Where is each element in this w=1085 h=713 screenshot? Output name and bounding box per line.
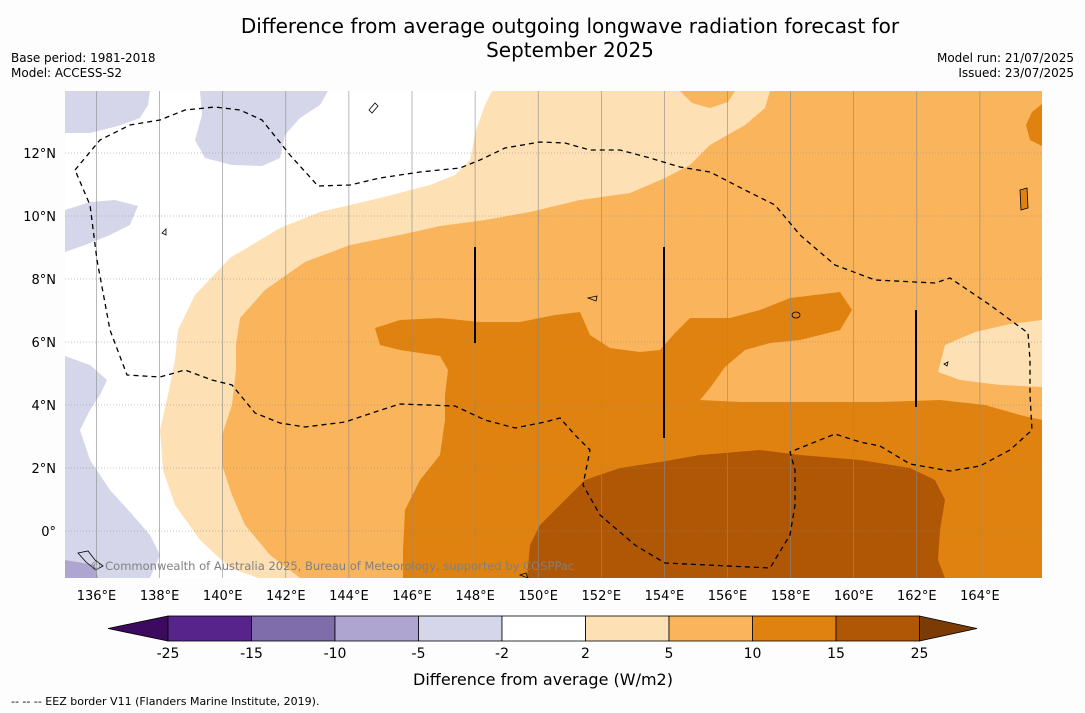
lon-label: 140°E bbox=[203, 589, 243, 604]
colorbar-tick-label: -10 bbox=[324, 646, 347, 662]
lon-label: 136°E bbox=[77, 589, 117, 604]
colorbar-extend-low bbox=[107, 615, 169, 642]
colorbar-tick-label: -25 bbox=[157, 646, 180, 662]
lon-label: 150°E bbox=[518, 589, 558, 604]
model-name: Model: ACCESS-S2 bbox=[11, 66, 123, 80]
colorbar-ticks: -25 -15 -10 -5 -2 2 5 10 15 25 bbox=[157, 646, 929, 662]
colorbar-segment bbox=[334, 615, 419, 642]
meta-left: Base period: 1981-2018 Model: ACCESS-S2 bbox=[11, 51, 156, 81]
colorbar-extend-high bbox=[919, 615, 978, 642]
colorbar-segment bbox=[501, 615, 586, 642]
lat-label: 6°N bbox=[32, 336, 57, 351]
colorbar-segment bbox=[585, 615, 670, 642]
lon-label: 144°E bbox=[329, 589, 369, 604]
lat-label: 0° bbox=[41, 525, 56, 540]
eez-border-1 bbox=[74, 106, 1033, 569]
lon-label: 164°E bbox=[960, 589, 1000, 604]
model-run: Model run: 21/07/2025 bbox=[936, 51, 1074, 65]
colorbar-tick-label: -5 bbox=[412, 646, 426, 662]
meta-right: Model run: 21/07/2025 Issued: 23/07/2025 bbox=[937, 51, 1074, 81]
colorbar-segment bbox=[835, 615, 920, 642]
colorbar-segment bbox=[418, 615, 503, 642]
colorbar-tick-label: 25 bbox=[911, 646, 929, 662]
colorbar-tick-label: 10 bbox=[744, 646, 762, 662]
title-line-1: Difference from average outgoing longwav… bbox=[240, 14, 900, 38]
colorbar-tick-label: 5 bbox=[665, 646, 674, 662]
contour-neg2-southwest bbox=[65, 356, 160, 578]
lat-label: 10°N bbox=[23, 210, 56, 225]
contour-neg2-nw bbox=[65, 91, 150, 133]
colorbar-segment bbox=[668, 615, 753, 642]
colorbar-segment bbox=[752, 615, 837, 642]
lat-label: 2°N bbox=[32, 462, 57, 477]
colorbar-tick-label: -15 bbox=[240, 646, 263, 662]
map-copyright: © Commonwealth of Australia 2025, Bureau… bbox=[90, 559, 574, 573]
lon-label: 158°E bbox=[771, 589, 811, 604]
islands bbox=[77, 102, 1029, 578]
eez-legend-footnote: -- -- -- EEZ border V11 (Flanders Marine… bbox=[11, 695, 320, 708]
lat-label: 4°N bbox=[32, 399, 57, 414]
lat-axis-labels: 12°N 10°N 8°N 6°N 4°N 2°N 0° bbox=[23, 147, 56, 540]
contour-pos15 bbox=[527, 450, 945, 578]
lon-label: 146°E bbox=[392, 589, 432, 604]
map-plot: © Commonwealth of Australia 2025, Bureau… bbox=[65, 91, 1042, 578]
colorbar-tick-label: 15 bbox=[827, 646, 845, 662]
title-line-2: September 2025 bbox=[486, 38, 654, 62]
colorbar-segment bbox=[251, 615, 336, 642]
contour-pos5-north bbox=[680, 91, 735, 108]
lon-label: 154°E bbox=[645, 589, 685, 604]
contour-neg2-north bbox=[195, 91, 328, 166]
lon-label: 138°E bbox=[140, 589, 180, 604]
lon-label: 156°E bbox=[708, 589, 748, 604]
colorbar-label: Difference from average (W/m2) bbox=[413, 670, 673, 689]
lon-label: 142°E bbox=[266, 589, 306, 604]
graticule bbox=[65, 91, 1042, 578]
colorbar bbox=[107, 615, 978, 642]
contour-neg2-west bbox=[65, 200, 138, 252]
base-period: Base period: 1981-2018 bbox=[11, 51, 156, 65]
colorbar-segment bbox=[167, 615, 252, 642]
colorbar-tick-label: 2 bbox=[581, 646, 590, 662]
contour-pos10-ne bbox=[1026, 104, 1042, 146]
issued-date: Issued: 23/07/2025 bbox=[958, 66, 1074, 80]
lat-label: 8°N bbox=[32, 273, 57, 288]
colorbar-tick-label: -2 bbox=[495, 646, 509, 662]
lon-label: 152°E bbox=[582, 589, 622, 604]
lon-label: 148°E bbox=[455, 589, 495, 604]
lon-axis-labels: 136°E 138°E 140°E 142°E 144°E 146°E 148°E 150°E… bbox=[77, 589, 1000, 604]
map-title: Difference from average outgoing longwav… bbox=[170, 14, 970, 62]
lon-label: 160°E bbox=[834, 589, 874, 604]
lon-label: 162°E bbox=[897, 589, 937, 604]
lat-label: 12°N bbox=[23, 147, 56, 162]
